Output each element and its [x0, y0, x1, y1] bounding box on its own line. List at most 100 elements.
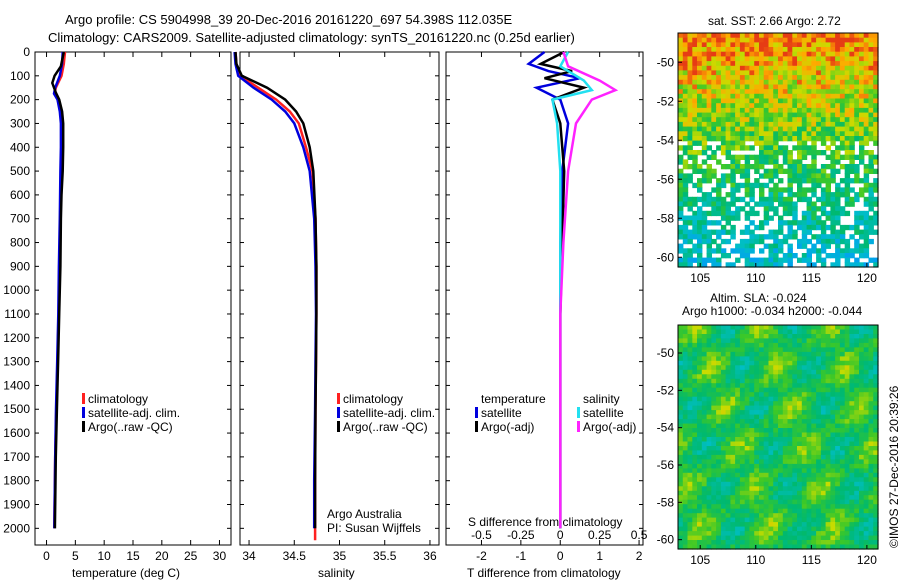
map-cell [692, 535, 698, 541]
map-cell [749, 387, 755, 393]
map-cell [844, 392, 851, 398]
depth-tick-label: 1400 [3, 378, 30, 392]
map-cell [811, 262, 817, 268]
map-cell [806, 490, 812, 496]
map-cell [739, 61, 746, 67]
map-cell [701, 150, 708, 156]
map-cell [730, 159, 736, 165]
map-cell [697, 196, 703, 203]
map-cell [739, 342, 746, 348]
map-cell [759, 61, 765, 67]
map-cell [720, 178, 727, 184]
map-cell [730, 486, 736, 492]
map-cell [687, 387, 693, 393]
map-cell [739, 472, 746, 478]
map-cell [768, 481, 774, 487]
map-cell [773, 70, 779, 76]
map-cell [820, 262, 827, 268]
map-cell [806, 220, 812, 226]
diff-legend-temp-title: temperature [481, 392, 546, 406]
map-cell [854, 383, 860, 389]
map-cell [744, 387, 751, 393]
map-cell [730, 437, 736, 443]
map-cell [830, 365, 836, 371]
map-cell [749, 454, 755, 460]
map-cell [739, 131, 746, 137]
map-cell [835, 387, 841, 393]
map-cell [778, 243, 784, 249]
map-cell [792, 325, 798, 331]
map-cell [873, 490, 879, 496]
map-cell [754, 504, 760, 510]
map-cell [854, 262, 860, 268]
map-cell [782, 253, 789, 259]
map-cell [782, 47, 789, 53]
map-cell [782, 238, 789, 245]
map-cell [706, 196, 712, 203]
map-cell [811, 117, 817, 123]
map-cell [682, 215, 689, 221]
map-cell [735, 168, 741, 174]
map-cell [839, 84, 846, 90]
map-cell [849, 33, 855, 39]
map-cell [811, 531, 817, 537]
map-cell [768, 201, 774, 207]
map-cell [859, 477, 865, 483]
map-cell [749, 526, 755, 532]
map-cell [849, 112, 855, 118]
map-x-tick-label: 120 [857, 553, 877, 567]
map-cell [763, 459, 770, 465]
map-cell [778, 107, 784, 114]
map-cell [863, 342, 870, 348]
map-cell [863, 428, 870, 434]
map-cell [725, 463, 731, 469]
map-cell [825, 342, 831, 348]
legend-swatch [577, 421, 580, 432]
map-cell [797, 517, 803, 523]
map-cell [678, 365, 684, 371]
map-cell [849, 253, 855, 259]
map-cell [806, 477, 812, 483]
map-cell [868, 93, 874, 100]
map-cell [854, 360, 860, 366]
temp-legend-satellite: satellite-adj. clim. [88, 406, 181, 420]
map-cell [678, 126, 684, 132]
map-cell [859, 262, 865, 268]
map-cell [759, 468, 765, 474]
map-cell [816, 107, 822, 114]
map-cell [692, 164, 698, 170]
map-cell [701, 383, 708, 389]
map-cell [697, 437, 703, 443]
map-cell [754, 89, 760, 95]
map-cell [744, 51, 751, 57]
map-cell [720, 365, 727, 371]
map-cell [759, 369, 765, 375]
map-cell [859, 117, 865, 123]
map-cell [749, 459, 755, 465]
map-cell [763, 360, 770, 366]
map-cell [792, 42, 798, 48]
map-cell [687, 51, 693, 57]
map-cell [782, 325, 789, 331]
map-cell [778, 51, 784, 57]
map-cell [706, 495, 712, 501]
map-cell [797, 504, 803, 510]
map-cell [830, 396, 836, 402]
map-cell [825, 383, 831, 389]
map-cell [687, 206, 693, 212]
map-cell [863, 356, 870, 362]
map-cell [768, 107, 774, 114]
map-cell [839, 136, 846, 142]
map-cell [806, 107, 812, 114]
map-cell [773, 107, 779, 114]
map-cell [792, 437, 798, 443]
map-cell [763, 47, 770, 53]
depth-tick-label: 1300 [3, 355, 30, 369]
map-cell [849, 450, 855, 456]
map-cell [759, 365, 765, 371]
map-cell [716, 356, 722, 362]
map-cell [692, 89, 698, 95]
map-cell [820, 56, 827, 62]
map-cell [873, 121, 879, 128]
map-cell [716, 486, 722, 492]
